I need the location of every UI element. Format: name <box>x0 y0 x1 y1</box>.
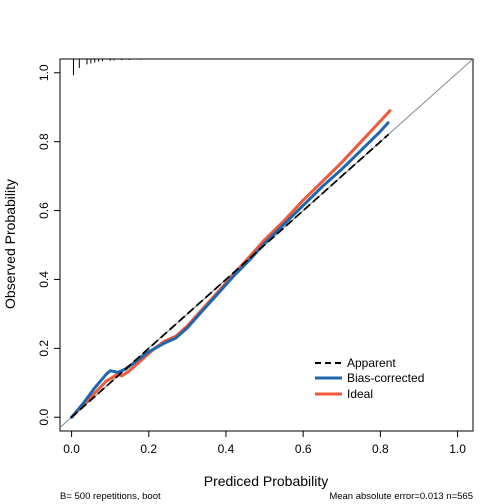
y-tick-label: 0.2 <box>37 340 51 357</box>
x-tick-label: 0.0 <box>63 442 80 456</box>
x-axis-title: Prediced Probability <box>204 473 329 489</box>
legend: Apparent Bias-corrected Ideal <box>315 356 424 401</box>
y-tick-label: 0.8 <box>37 133 51 150</box>
series-line-apparent <box>70 133 390 419</box>
legend-label-ideal: Ideal <box>347 387 373 401</box>
legend-label-apparent: Apparent <box>347 356 396 370</box>
y-tick-label: 0.6 <box>37 202 51 219</box>
series-line-bias-corrected <box>70 121 390 419</box>
x-tick-label: 0.6 <box>295 442 312 456</box>
series-lines <box>60 59 473 428</box>
footnote-right: Mean absolute error=0.013 n=565 <box>329 491 473 502</box>
legend-label-bias-corrected: Bias-corrected <box>347 371 424 385</box>
x-tick-label: 0.8 <box>372 442 389 456</box>
rug-marks <box>73 59 142 76</box>
y-tick-label: 0.0 <box>37 409 51 426</box>
plot-frame <box>59 58 474 432</box>
y-tick-label: 0.4 <box>37 271 51 288</box>
y-tick-label: 1.0 <box>37 64 51 81</box>
y-axis-title: Observed Probability <box>2 179 18 309</box>
footnote-left: B= 500 repetitions, boot <box>60 491 161 502</box>
x-axis: 0.0 0.2 0.4 0.6 0.8 1.0 <box>63 431 466 456</box>
plot-area <box>60 59 473 428</box>
x-tick-label: 0.2 <box>140 442 157 456</box>
x-tick-label: 1.0 <box>449 442 466 456</box>
x-tick-label: 0.4 <box>218 442 235 456</box>
y-axis: 0.0 0.2 0.4 0.6 0.8 1.0 <box>37 64 60 426</box>
